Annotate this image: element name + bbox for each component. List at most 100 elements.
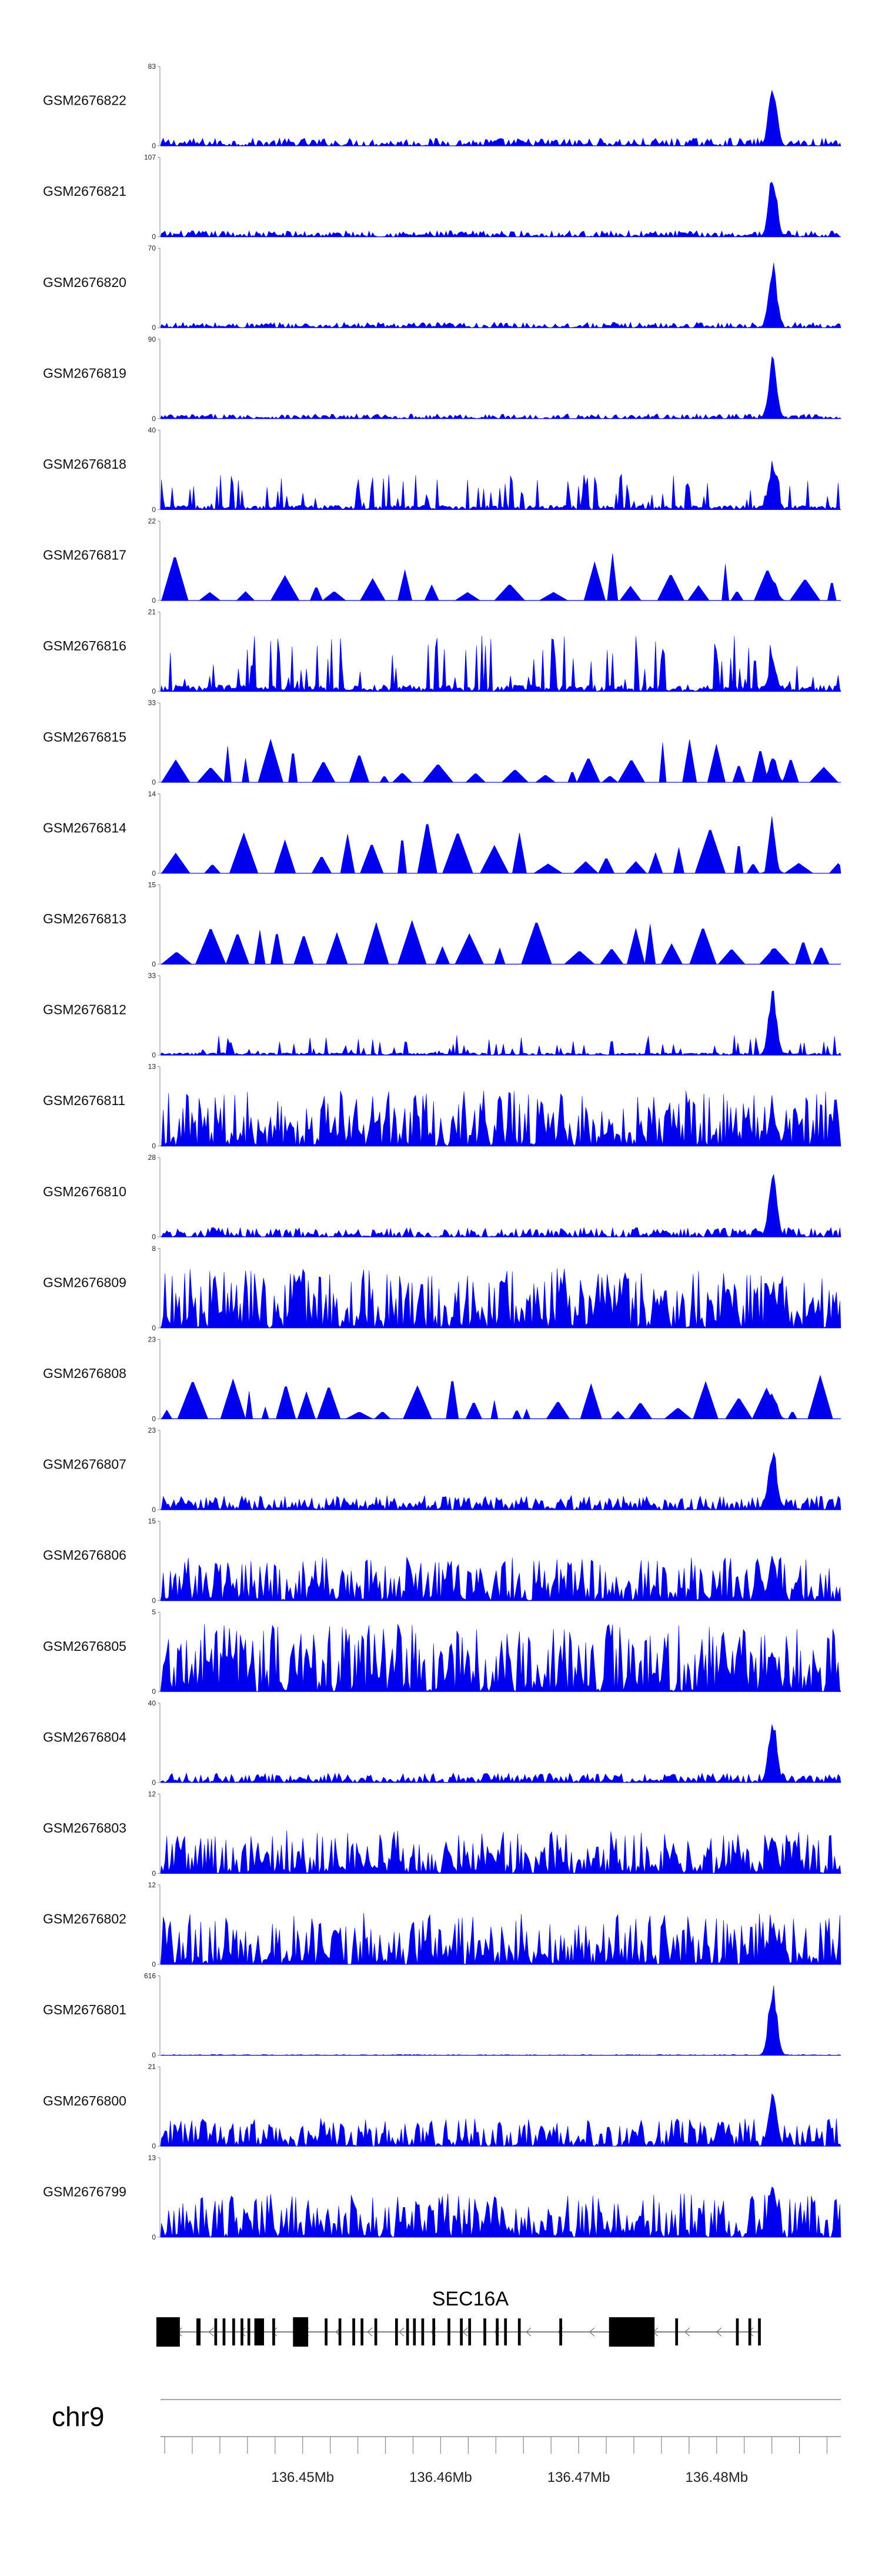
y-axis-min-label: 0	[152, 1324, 156, 1332]
track-label: GSM2676800	[43, 2093, 126, 2108]
y-axis-max-label: 23	[148, 1426, 156, 1434]
track-label: GSM2676814	[43, 820, 126, 835]
y-axis-max-label: 12	[148, 1881, 156, 1889]
y-axis-max-label: 15	[148, 1517, 156, 1526]
track-GSM2676804: GSM2676804 40 0	[43, 1699, 841, 1787]
y-axis-min-label: 0	[152, 323, 156, 332]
strand-arrow	[684, 2327, 690, 2337]
track-label: GSM2676807	[43, 1457, 126, 1472]
track-GSM2676821: GSM2676821 107 0	[43, 154, 841, 241]
track-GSM2676806: GSM2676806 15 0	[43, 1517, 841, 1605]
y-axis-max-label: 21	[148, 2063, 156, 2071]
coverage-area	[160, 1913, 841, 1966]
gene-exon	[293, 2317, 309, 2347]
gene-exon	[736, 2318, 739, 2345]
chromosome-axis: chr9 136.45Mb 136.46Mb 136.47Mb 136.48Mb	[52, 2399, 841, 2485]
track-GSM2676814: GSM2676814 14 0	[43, 790, 841, 877]
gene-exon	[504, 2318, 507, 2345]
y-axis-min-label: 0	[152, 2051, 156, 2060]
track-GSM2676822: GSM2676822 83 0	[43, 62, 841, 150]
track-label: GSM2676801	[43, 2002, 126, 2017]
y-axis-max-label: 40	[148, 426, 156, 434]
coverage-area	[160, 1451, 841, 1511]
axis-position-label: 136.47Mb	[547, 2470, 610, 2485]
strand-arrow	[589, 2327, 595, 2337]
y-axis-max-label: 5	[152, 1608, 156, 1616]
track-label: GSM2676805	[43, 1639, 126, 1654]
coverage-area	[160, 1268, 841, 1329]
gene-exon	[338, 2318, 342, 2345]
track-GSM2676815: GSM2676815 33 0	[43, 699, 841, 786]
gene-exon	[214, 2318, 218, 2345]
y-axis-min-label: 0	[152, 233, 156, 241]
coverage-area	[160, 262, 841, 328]
y-axis-max-label: 22	[148, 517, 156, 525]
y-axis-max-label: 33	[148, 699, 156, 707]
coverage-area	[161, 739, 841, 783]
coverage-area	[160, 1830, 841, 1874]
y-axis-min-label: 0	[152, 1960, 156, 1968]
y-axis-min-label: 0	[152, 688, 156, 696]
gene-exon	[222, 2318, 226, 2345]
gene-exon	[559, 2318, 562, 2345]
strand-arrow	[747, 2327, 754, 2337]
y-axis-min-label: 0	[152, 415, 156, 423]
y-axis-min-label: 0	[152, 1051, 156, 1059]
y-axis-min-label: 0	[152, 1869, 156, 1877]
gene-exon	[421, 2318, 425, 2345]
strand-arrow	[399, 2327, 405, 2337]
gene-exon	[352, 2318, 355, 2345]
coverage-area	[160, 1090, 841, 1147]
y-axis-max-label: 8	[152, 1244, 156, 1253]
gene-exon	[196, 2318, 201, 2345]
coverage-area	[161, 553, 841, 601]
track-label: GSM2676820	[43, 275, 126, 290]
y-axis-max-label: 12	[148, 1790, 156, 1798]
axis-position-label: 136.45Mb	[271, 2470, 334, 2485]
y-axis-max-label: 21	[148, 608, 156, 616]
track-label: GSM2676806	[43, 1547, 126, 1563]
track-label: GSM2676811	[43, 1093, 125, 1108]
gene-exon	[406, 2318, 409, 2345]
coverage-area	[160, 1624, 841, 1692]
coverage-area	[161, 816, 841, 874]
gene-exon	[325, 2318, 328, 2345]
track-label: GSM2676799	[43, 2184, 126, 2199]
y-axis-max-label: 28	[148, 1153, 156, 1162]
gene-exon	[609, 2317, 655, 2347]
track-GSM2676805: GSM2676805 5 0	[43, 1608, 841, 1696]
track-GSM2676809: GSM2676809 8 0	[43, 1244, 841, 1332]
track-GSM2676816: GSM2676816 21 0	[43, 608, 841, 696]
gene-exon	[254, 2318, 265, 2345]
y-axis-min-label: 0	[152, 505, 156, 513]
strand-arrow	[272, 2327, 278, 2337]
gene-exon	[758, 2318, 761, 2345]
track-GSM2676801: GSM2676801 616 0	[43, 1972, 841, 2060]
track-GSM2676819: GSM2676819 90 0	[43, 335, 841, 423]
track-label: GSM2676819	[43, 365, 126, 381]
coverage-area	[160, 89, 841, 147]
track-GSM2676802: GSM2676802 12 0	[43, 1881, 841, 1968]
y-axis-min-label: 0	[152, 1414, 156, 1423]
gene-exon	[517, 2318, 521, 2345]
y-axis-min-label: 0	[152, 2142, 156, 2150]
gene-exon	[748, 2318, 751, 2345]
y-axis-max-label: 83	[148, 62, 156, 71]
strand-arrow	[367, 2327, 373, 2337]
strand-arrow	[526, 2327, 532, 2337]
coverage-area	[161, 920, 841, 965]
track-GSM2676800: GSM2676800 21 0	[43, 2063, 841, 2150]
coverage-area	[160, 990, 841, 1056]
coverage-area	[160, 356, 841, 419]
y-axis-max-label: 13	[148, 2154, 156, 2162]
coverage-area	[160, 636, 841, 692]
y-axis-max-label: 90	[148, 335, 156, 343]
track-label: GSM2676813	[43, 911, 126, 926]
gene-track: SEC16A	[156, 2288, 761, 2347]
coverage-area	[160, 1724, 841, 1783]
y-axis-min-label: 0	[152, 869, 156, 877]
gene-exon	[447, 2318, 450, 2345]
coverage-area	[160, 1985, 841, 2056]
gene-exon	[468, 2318, 472, 2345]
